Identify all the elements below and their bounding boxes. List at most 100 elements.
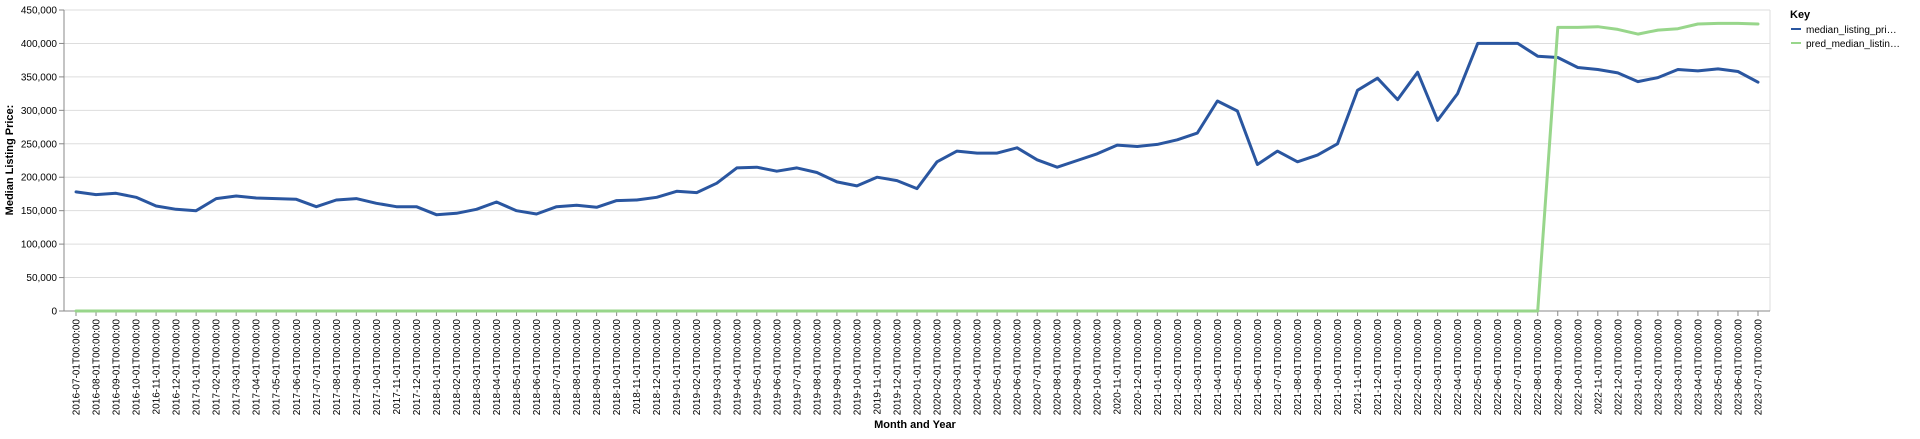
x-tick-label: 2020-04-01T00:00:00 [973, 319, 984, 416]
x-tick-label: 2022-10-01T00:00:00 [1573, 319, 1584, 416]
x-tick-label: 2023-06-01T00:00:00 [1733, 319, 1744, 416]
x-tick-label: 2019-03-01T00:00:00 [712, 319, 723, 416]
x-tick-label: 2018-12-01T00:00:00 [652, 319, 663, 416]
x-tick-label: 2017-08-01T00:00:00 [332, 319, 343, 416]
legend-title: Key [1790, 9, 1811, 21]
x-tick-label: 2017-12-01T00:00:00 [412, 319, 423, 416]
x-tick-label: 2021-11-01T00:00:00 [1353, 319, 1364, 415]
x-tick-label: 2017-06-01T00:00:00 [292, 319, 303, 416]
y-tick-label: 200,000 [21, 173, 58, 184]
x-tick-label: 2020-10-01T00:00:00 [1093, 319, 1104, 416]
x-tick-label: 2022-08-01T00:00:00 [1533, 319, 1544, 416]
x-tick-label: 2023-03-01T00:00:00 [1673, 319, 1684, 416]
x-tick-label: 2017-10-01T00:00:00 [372, 319, 383, 416]
x-tick-label: 2018-04-01T00:00:00 [492, 319, 503, 416]
y-tick-label: 0 [51, 307, 57, 318]
x-tick-label: 2018-05-01T00:00:00 [512, 319, 523, 416]
x-tick-label: 2021-12-01T00:00:00 [1373, 319, 1384, 416]
x-tick-label: 2020-05-01T00:00:00 [993, 319, 1004, 416]
x-tick-label: 2021-04-01T00:00:00 [1213, 319, 1224, 416]
x-tick-label: 2021-06-01T00:00:00 [1253, 319, 1264, 416]
x-tick-label: 2016-07-01T00:00:00 [72, 319, 83, 416]
x-tick-label: 2019-02-01T00:00:00 [692, 319, 703, 416]
x-tick-label: 2021-01-01T00:00:00 [1153, 319, 1164, 416]
x-tick-label: 2023-07-01T00:00:00 [1754, 319, 1765, 416]
x-tick-label: 2018-11-01T00:00:00 [632, 319, 643, 415]
x-tick-label: 2016-10-01T00:00:00 [132, 319, 143, 416]
x-tick-label: 2019-12-01T00:00:00 [892, 319, 903, 416]
x-tick-label: 2016-09-01T00:00:00 [112, 319, 123, 416]
x-tick-label: 2018-09-01T00:00:00 [592, 319, 603, 416]
x-tick-label: 2019-04-01T00:00:00 [732, 319, 743, 416]
x-tick-label: 2020-11-01T00:00:00 [1113, 319, 1124, 415]
x-tick-label: 2021-03-01T00:00:00 [1193, 319, 1204, 416]
x-tick-label: 2019-05-01T00:00:00 [752, 319, 763, 416]
x-tick-label: 2017-04-01T00:00:00 [252, 319, 263, 416]
y-tick-label: 400,000 [21, 39, 58, 50]
x-tick-label: 2018-06-01T00:00:00 [532, 319, 543, 416]
x-tick-label: 2020-03-01T00:00:00 [953, 319, 964, 416]
y-tick-label: 250,000 [21, 139, 58, 150]
x-tick-label: 2017-03-01T00:00:00 [232, 319, 243, 416]
x-tick-label: 2021-02-01T00:00:00 [1173, 319, 1184, 416]
x-tick-label: 2017-09-01T00:00:00 [352, 319, 363, 416]
y-tick-label: 150,000 [21, 206, 58, 217]
x-tick-label: 2017-11-01T00:00:00 [392, 319, 403, 415]
x-tick-label: 2022-01-01T00:00:00 [1393, 319, 1404, 416]
x-tick-label: 2017-07-01T00:00:00 [312, 319, 323, 416]
legend-entries: median_listing_pri… pred_median_listin… [1791, 25, 1900, 50]
x-tick-label: 2020-06-01T00:00:00 [1013, 319, 1024, 416]
x-tick-label: 2020-07-01T00:00:00 [1033, 319, 1044, 416]
x-tick-label: 2021-09-01T00:00:00 [1313, 319, 1324, 416]
x-tick-label: 2023-04-01T00:00:00 [1693, 319, 1704, 416]
x-tick-label: 2017-02-01T00:00:00 [212, 319, 223, 416]
x-tick-label: 2020-09-01T00:00:00 [1073, 319, 1084, 416]
x-tick-label: 2019-07-01T00:00:00 [792, 319, 803, 416]
x-tick-label: 2018-02-01T00:00:00 [452, 319, 463, 416]
x-tick-label: 2019-08-01T00:00:00 [812, 319, 823, 416]
x-tick-label: 2019-10-01T00:00:00 [852, 319, 863, 416]
x-tick-label: 2018-01-01T00:00:00 [432, 319, 443, 416]
x-tick-label: 2019-09-01T00:00:00 [832, 319, 843, 416]
x-tick-label: 2022-07-01T00:00:00 [1513, 319, 1524, 416]
x-tick-label: 2023-05-01T00:00:00 [1713, 319, 1724, 416]
series-line-1 [74, 41, 1760, 217]
x-tick-label: 2022-12-01T00:00:00 [1613, 319, 1624, 416]
x-tick-label: 2023-01-01T00:00:00 [1633, 319, 1644, 416]
x-axis-title: Month and Year [874, 419, 956, 431]
legend-label: median_listing_pri… [1806, 25, 1897, 36]
x-tick-label: 2021-10-01T00:00:00 [1333, 319, 1344, 416]
x-tick-label: 2022-05-01T00:00:00 [1473, 319, 1484, 416]
x-tick-label: 2022-03-01T00:00:00 [1433, 319, 1444, 416]
x-tick-label: 2016-11-01T00:00:00 [152, 319, 163, 415]
x-tick-label: 2018-07-01T00:00:00 [552, 319, 563, 416]
x-tick-label: 2021-07-01T00:00:00 [1273, 319, 1284, 416]
x-tick-label: 2023-02-01T00:00:00 [1653, 319, 1664, 416]
x-tick-label: 2020-08-01T00:00:00 [1053, 319, 1064, 416]
x-tick-label: 2020-01-01T00:00:00 [913, 319, 924, 416]
y-tick-label: 300,000 [21, 106, 58, 117]
y-tick-label: 350,000 [21, 72, 58, 83]
legend-label: pred_median_listin… [1806, 39, 1900, 50]
x-tick-label: 2016-08-01T00:00:00 [92, 319, 103, 416]
x-tick-label: 2018-08-01T00:00:00 [572, 319, 583, 416]
series-line-2 [74, 21, 1760, 313]
legend: Key median_listing_pri… pred_median_listi… [1790, 9, 1900, 50]
y-tick-label: 50,000 [26, 273, 57, 284]
x-tick-label: 2019-06-01T00:00:00 [772, 319, 783, 416]
x-tick-label: 2020-12-01T00:00:00 [1133, 319, 1144, 416]
x-tick-label: 2018-10-01T00:00:00 [612, 319, 623, 416]
x-tick-label: 2019-01-01T00:00:00 [672, 319, 683, 416]
x-tick-label: 2022-11-01T00:00:00 [1593, 319, 1604, 415]
x-tick-label: 2017-05-01T00:00:00 [272, 319, 283, 416]
x-tick-label: 2016-12-01T00:00:00 [172, 319, 183, 416]
axes: 0 50,000 100,000 150,000 200,000 250,000 300,0… [21, 6, 1770, 416]
x-tick-label: 2022-04-01T00:00:00 [1453, 319, 1464, 416]
y-axis-title: Median Listing Price: [4, 105, 16, 216]
x-tick-label: 2022-06-01T00:00:00 [1493, 319, 1504, 416]
x-tick-label: 2019-11-01T00:00:00 [872, 319, 883, 415]
x-tick-label: 2018-03-01T00:00:00 [472, 319, 483, 416]
series-lines [74, 21, 1760, 313]
